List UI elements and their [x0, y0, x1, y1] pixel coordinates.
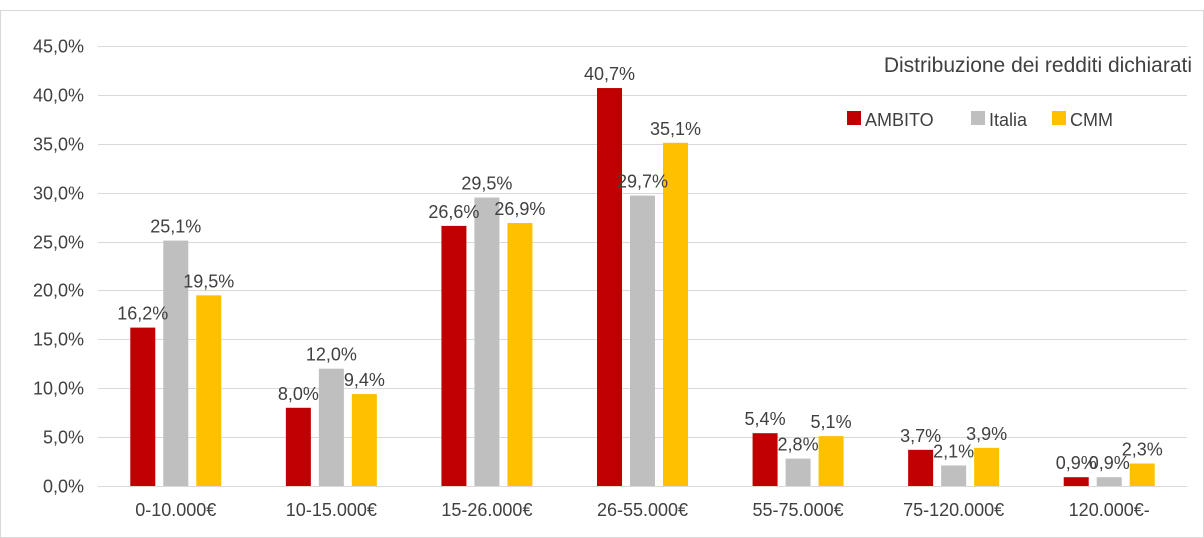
x-tick-label: 26-55.000€	[597, 500, 688, 520]
data-label: 0,9%	[1056, 453, 1097, 473]
data-label: 26,6%	[428, 202, 479, 222]
x-axis-ticks: 0-10.000€ 10-15.000€ 15-26.000€ 26-55.000€ 5…	[135, 500, 1150, 520]
bar-ambito-3	[597, 88, 622, 487]
x-tick-label: 10-15.000€	[286, 500, 377, 520]
data-label: 5,1%	[811, 412, 852, 432]
data-label: 25,1%	[150, 217, 201, 237]
y-tick-label: 25,0%	[33, 233, 84, 253]
legend-label-italia: Italia	[989, 110, 1028, 130]
y-tick-label: 5,0%	[43, 428, 84, 448]
data-label: 3,7%	[900, 426, 941, 446]
y-tick-label: 15,0%	[33, 330, 84, 350]
data-label: 29,5%	[461, 174, 512, 194]
bar-cmm-1	[351, 394, 377, 486]
y-tick-label: 35,0%	[33, 135, 84, 155]
bars	[130, 88, 1155, 487]
bar-ambito-5	[908, 449, 934, 486]
bar-italia-2	[474, 197, 500, 487]
data-label: 2,1%	[933, 441, 974, 461]
y-tick-label: 0,0%	[43, 477, 84, 497]
y-axis-ticks: 0,0% 5,0% 10,0% 15,0% 20,0% 25,0% 30,0% 35,0% 40…	[33, 37, 84, 497]
data-label: 2,8%	[778, 435, 819, 455]
legend-label-cmm: CMM	[1070, 110, 1113, 130]
y-tick-label: 40,0%	[33, 86, 84, 106]
legend-swatch-ambito	[847, 111, 861, 125]
data-label: 8,0%	[278, 384, 319, 404]
bar-cmm-0	[196, 295, 222, 486]
bar-cmm-3	[663, 142, 688, 487]
data-label: 12,0%	[306, 345, 357, 365]
legend-swatch-cmm	[1052, 111, 1066, 125]
x-tick-label: 75-120.000€	[903, 500, 1004, 520]
bar-ambito-0	[130, 327, 156, 486]
data-label: 9,4%	[344, 370, 385, 390]
data-label: 29,7%	[617, 172, 668, 192]
gridlines	[98, 46, 1187, 487]
bar-italia-3	[630, 195, 655, 486]
data-label: 2,3%	[1122, 440, 1163, 460]
chart-title: Distribuzione dei redditi dichiarati	[884, 54, 1192, 77]
bar-cmm-6	[1129, 463, 1155, 486]
bar-cmm-5	[974, 447, 1000, 486]
data-label: 40,7%	[584, 64, 635, 84]
legend: AMBITO Italia CMM	[847, 110, 1113, 130]
y-tick-label: 10,0%	[33, 379, 84, 399]
data-label: 35,1%	[650, 119, 701, 139]
x-tick-label: 0-10.000€	[135, 500, 216, 520]
bar-italia-5	[941, 465, 967, 486]
y-tick-label: 45,0%	[33, 37, 84, 57]
y-tick-label: 30,0%	[33, 184, 84, 204]
data-label: 19,5%	[183, 271, 234, 291]
bar-italia-4	[785, 458, 811, 486]
x-tick-label: 120.000€-	[1069, 500, 1150, 520]
x-tick-label: 55-75.000€	[753, 500, 844, 520]
bar-cmm-4	[818, 436, 844, 486]
bar-italia-1	[318, 368, 344, 486]
bar-italia-0	[163, 240, 189, 486]
legend-swatch-italia	[971, 111, 985, 125]
data-label: 16,2%	[117, 304, 168, 324]
y-tick-label: 20,0%	[33, 281, 84, 301]
data-label: 3,9%	[966, 424, 1007, 444]
data-labels: 16,2% 25,1% 19,5% 8,0% 12,0% 9,4% 26,6% 29,5% 26…	[117, 64, 1162, 473]
data-label: 5,4%	[745, 409, 786, 429]
legend-label-ambito: AMBITO	[865, 110, 934, 130]
data-label: 0,9%	[1089, 453, 1130, 473]
bar-ambito-4	[752, 433, 778, 486]
bar-ambito-2	[441, 225, 467, 486]
bar-ambito-6	[1063, 477, 1089, 486]
bar-italia-6	[1096, 477, 1122, 486]
data-label: 26,9%	[494, 199, 545, 219]
bar-ambito-1	[285, 407, 311, 486]
x-tick-label: 15-26.000€	[441, 500, 532, 520]
bar-cmm-2	[507, 222, 533, 486]
